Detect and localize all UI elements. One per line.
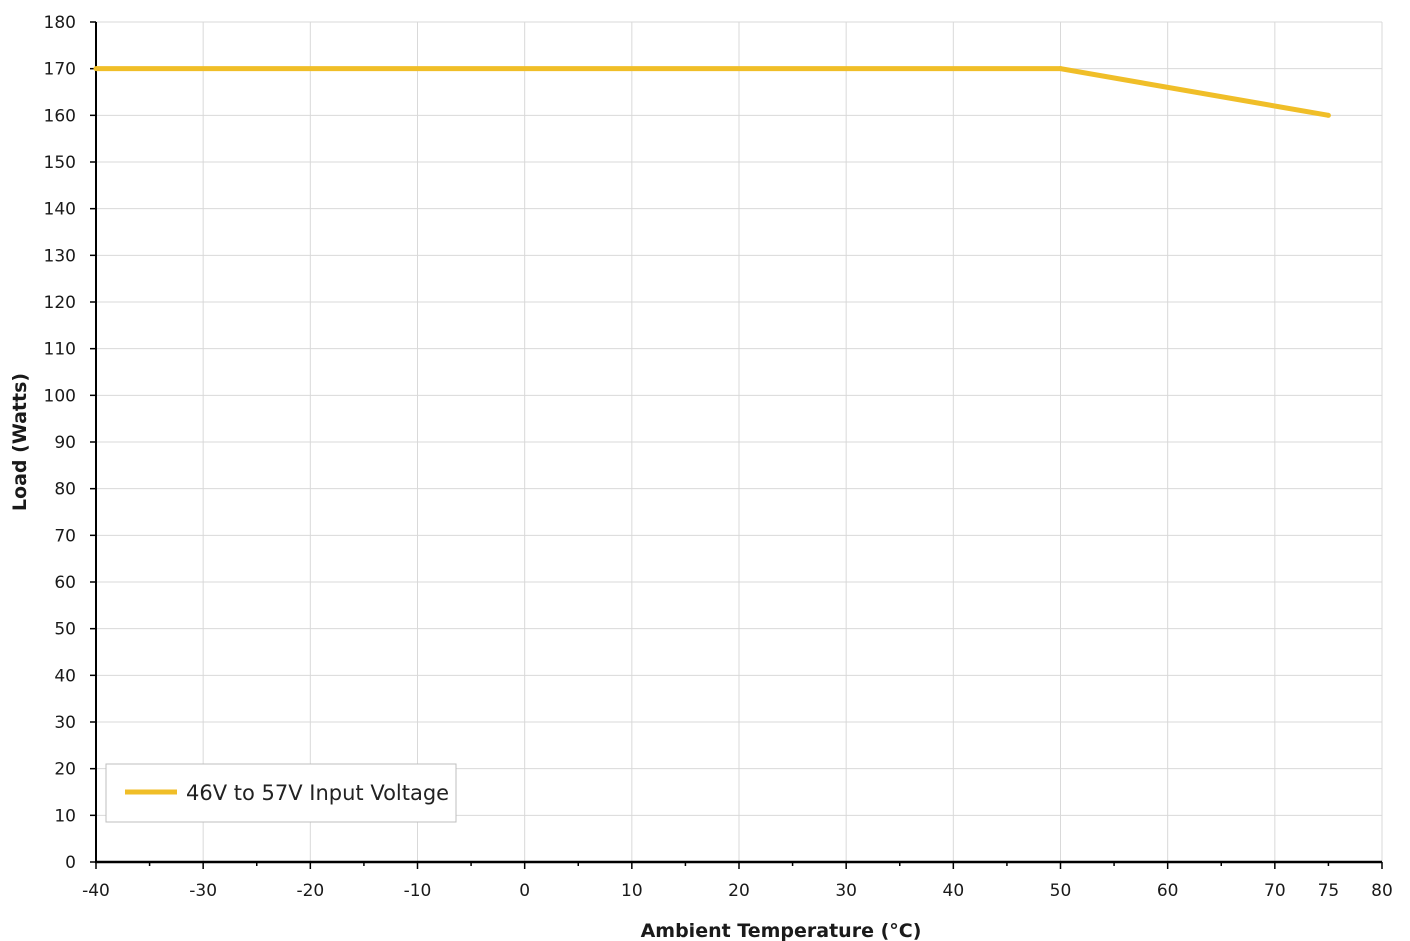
x-tick-label: 50 <box>1050 881 1072 901</box>
y-tick-label: 130 <box>44 246 76 266</box>
y-tick-label: 80 <box>54 480 76 500</box>
y-tick-label: 180 <box>44 13 76 33</box>
y-tick-label: 160 <box>44 106 76 126</box>
data-point <box>1058 66 1063 72</box>
y-tick-label: 100 <box>44 386 76 406</box>
y-tick-label: 20 <box>54 760 76 780</box>
tick-labels: 0102030405060708090100110120130140150160… <box>44 13 1393 901</box>
x-tick-label: 20 <box>728 881 750 901</box>
x-axis-title: Ambient Temperature (°C) <box>641 920 922 941</box>
y-tick-label: 0 <box>65 853 76 873</box>
y-tick-label: 50 <box>54 620 76 640</box>
y-tick-label: 140 <box>44 200 76 220</box>
x-tick-label: 80 <box>1371 881 1393 901</box>
data-point <box>93 66 99 72</box>
y-axis-title: Load (Watts) <box>9 373 31 511</box>
y-tick-label: 170 <box>44 60 76 80</box>
x-tick-label: 40 <box>943 881 965 901</box>
legend-box <box>105 763 457 823</box>
y-tick-label: 60 <box>54 573 76 593</box>
y-tick-label: 70 <box>54 526 76 546</box>
x-tick-label: -10 <box>404 881 432 901</box>
x-tick-label: 0 <box>519 881 530 901</box>
series-line <box>96 66 1329 118</box>
y-tick-label: 10 <box>54 806 76 826</box>
x-tick-label: 70 <box>1264 881 1286 901</box>
x-tick-label: -30 <box>189 881 217 901</box>
x-tick-label: 60 <box>1157 881 1179 901</box>
x-tick-label: 10 <box>621 881 643 901</box>
legend-label: 46V to 57V Input Voltage <box>186 781 449 805</box>
x-tick-label: 30 <box>835 881 857 901</box>
y-tick-label: 40 <box>54 666 76 686</box>
y-tick-label: 30 <box>54 713 76 733</box>
y-tick-label: 90 <box>54 433 76 453</box>
x-tick-label: 75 <box>1318 881 1340 901</box>
legend: 46V to 57V Input Voltage <box>105 763 457 823</box>
data-point <box>1325 112 1331 118</box>
y-tick-label: 120 <box>44 293 76 313</box>
x-tick-label: -20 <box>296 881 324 901</box>
y-tick-label: 150 <box>44 153 76 173</box>
series-layer <box>93 66 1331 118</box>
axes <box>90 21 1383 869</box>
x-tick-label: -40 <box>82 881 110 901</box>
y-tick-label: 110 <box>44 340 76 360</box>
grid <box>96 21 1383 862</box>
